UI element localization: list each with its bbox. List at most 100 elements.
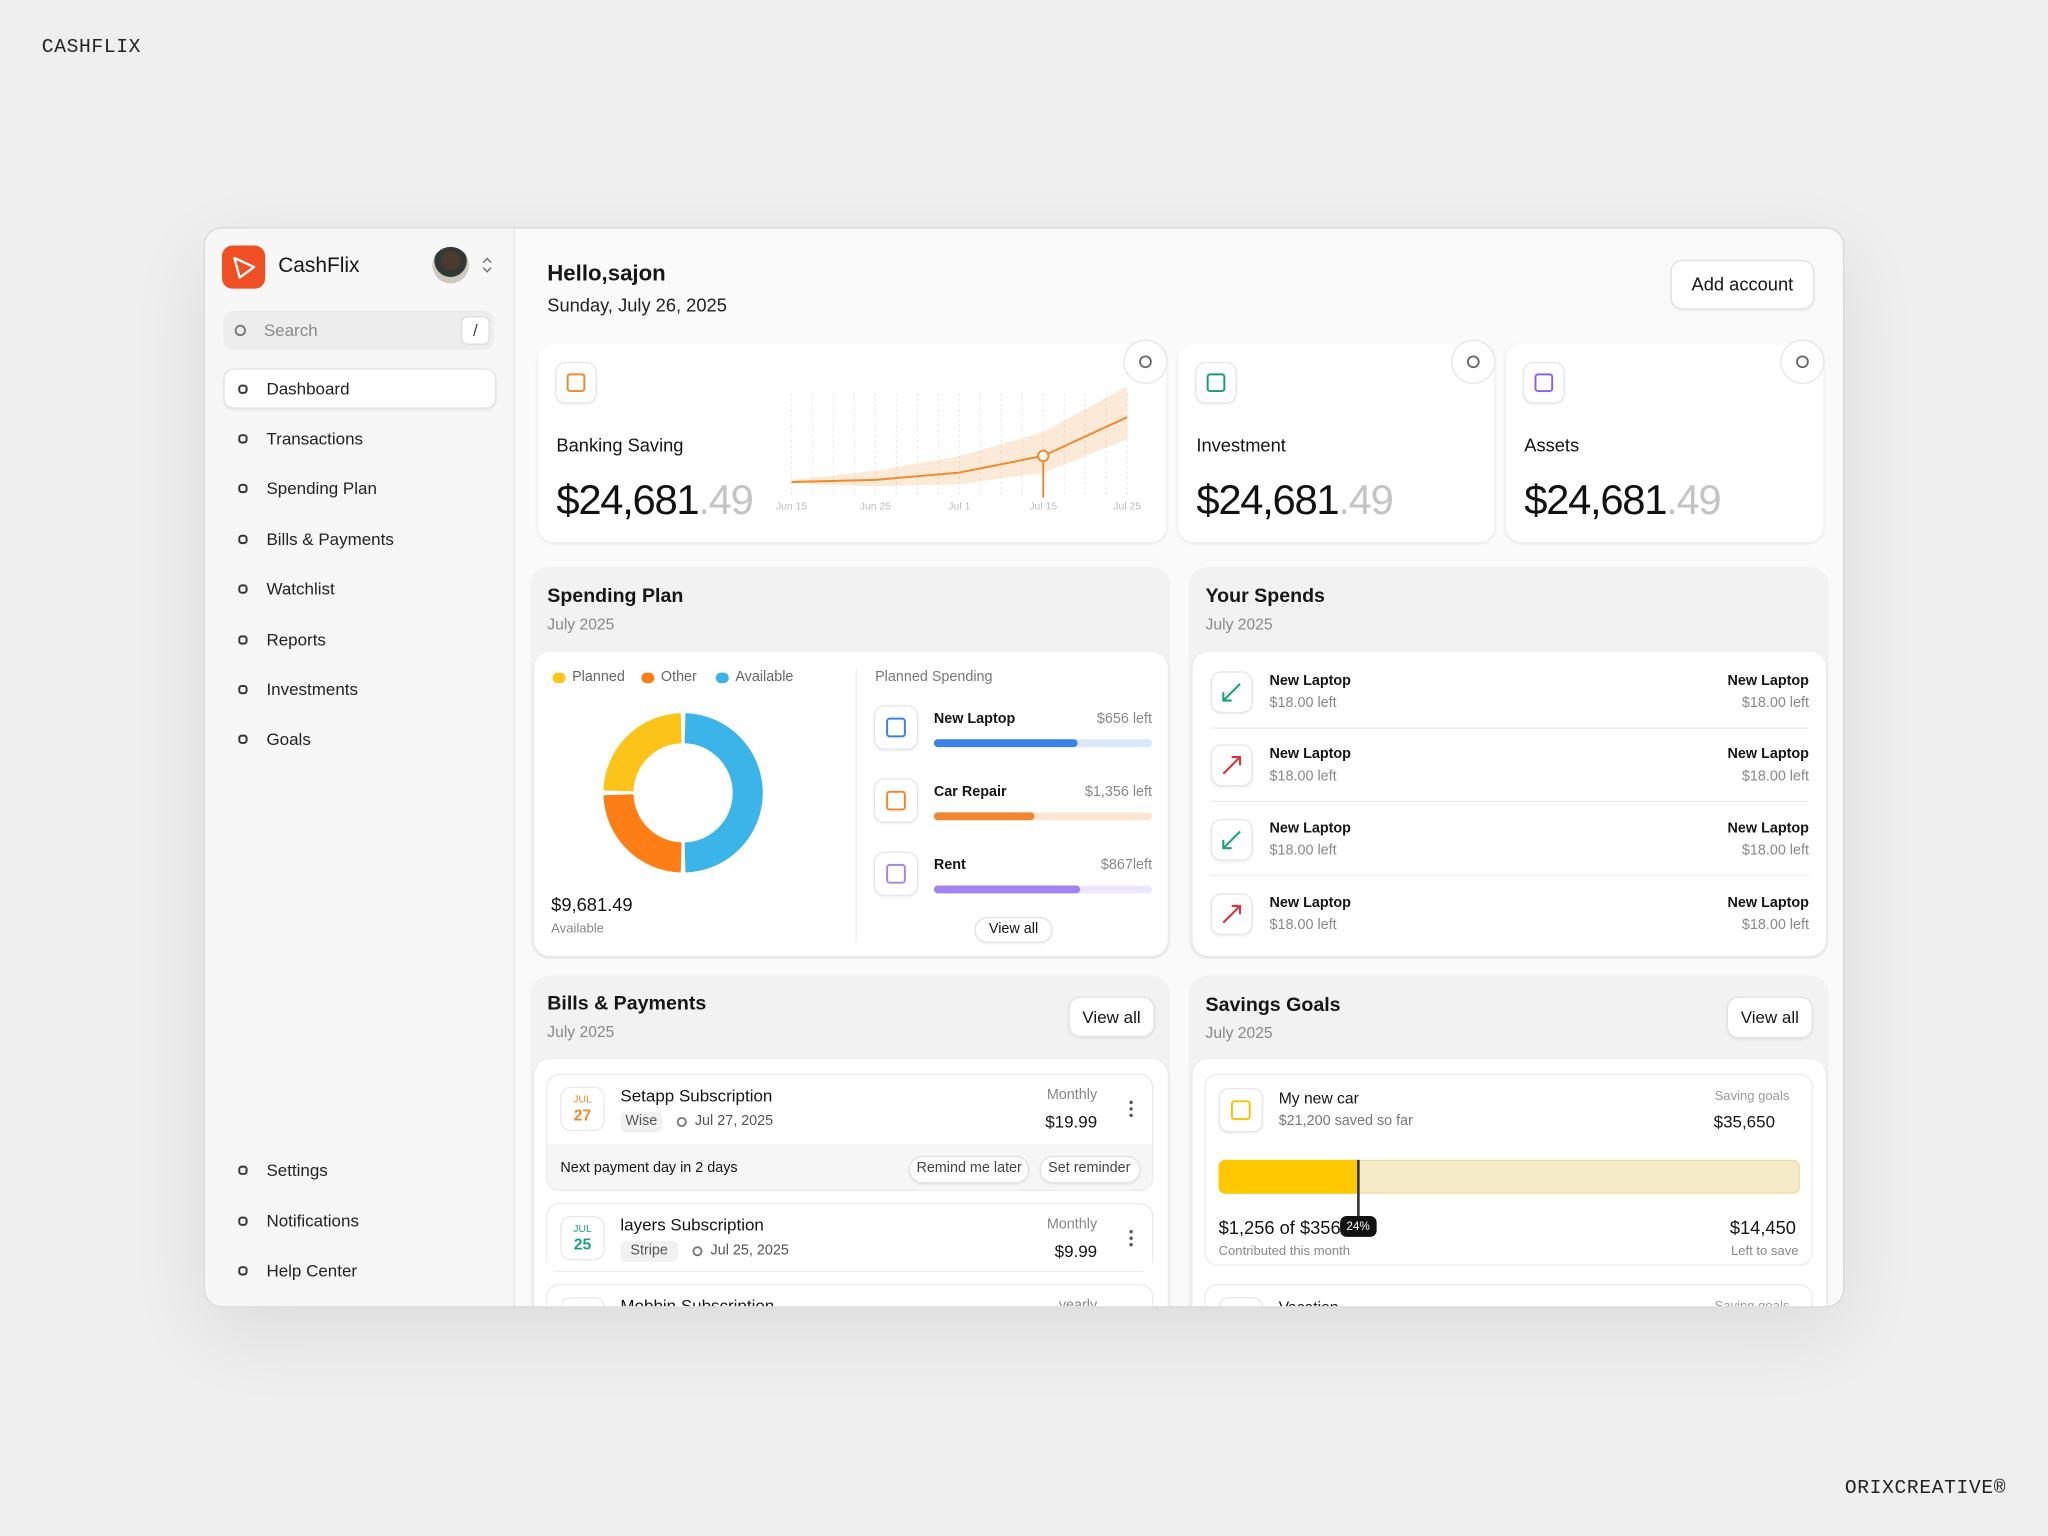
icon <box>238 1165 248 1175</box>
more-button <box>1121 1228 1142 1249</box>
bill-date: Jul 27, 2025 <box>694 1113 774 1130</box>
button-label[interactable]: View all <box>1082 1007 1141 1027</box>
icon <box>1206 373 1226 393</box>
button-label[interactable]: Remind me later <box>916 1160 1022 1177</box>
icon <box>692 1246 703 1257</box>
reminder-button[interactable] <box>1039 1155 1141 1184</box>
icon <box>886 717 906 738</box>
divider <box>1210 800 1809 802</box>
spend-detail: $18.00 left <box>1269 695 1337 712</box>
nav-icon <box>234 580 252 598</box>
icon-shape <box>1129 1100 1133 1118</box>
provider-chip <box>620 1240 678 1262</box>
icon <box>676 1116 687 1127</box>
icon <box>238 384 248 394</box>
item-icon <box>873 778 919 823</box>
button-label[interactable]: View all <box>988 921 1039 938</box>
icon <box>1222 904 1242 924</box>
tooltip-label: 24% <box>1346 1219 1370 1233</box>
nav-active <box>223 368 497 409</box>
nav-item[interactable]: Notifications <box>266 1211 359 1231</box>
nav-item[interactable]: Watchlist <box>266 578 335 599</box>
nav-item[interactable]: Investments <box>266 679 358 700</box>
panel-subtitle: July 2025 <box>547 1022 615 1041</box>
icon-shape <box>238 734 248 744</box>
reminder-button[interactable] <box>909 1155 1030 1184</box>
button-label[interactable]: Add account <box>1691 273 1794 295</box>
button-label[interactable]: View all <box>1740 1007 1799 1027</box>
icon-shape <box>238 434 248 444</box>
view-all-button[interactable] <box>974 916 1053 944</box>
nav-item[interactable]: Bills & Payments <box>266 529 394 549</box>
item-left: $1,356 left <box>1084 784 1152 800</box>
bill-name: Mobbin Subscription <box>620 1295 775 1308</box>
nav-item[interactable]: Spending Plan <box>266 478 377 498</box>
bill-amount: $19.99 <box>1045 1111 1098 1132</box>
bill-frequency: Monthly <box>1046 1087 1098 1103</box>
badge-month: JUL <box>573 1093 592 1106</box>
nav-item[interactable]: Dashboard <box>266 379 350 399</box>
x-tick-label: Jul 25 <box>1113 500 1142 513</box>
search[interactable] <box>223 310 494 351</box>
spend-detail: $18.00 left <box>1741 917 1809 934</box>
spend-name: New Laptop <box>1269 895 1351 911</box>
progress-bar <box>933 812 1035 821</box>
button-label[interactable]: Set reminder <box>1048 1160 1131 1177</box>
icon <box>238 584 248 594</box>
icon-shape <box>886 717 906 738</box>
credit: ORIXCREATIVE® <box>1844 1477 2007 1500</box>
nav-icon <box>234 380 252 398</box>
add-account-button[interactable] <box>1670 259 1815 310</box>
app-canvas: Jun 15 Jun 25 Jul 1 Jul 15 Jul 25 Planned Othe… <box>205 228 1843 1308</box>
bill-main <box>547 1285 1152 1307</box>
card-action[interactable] <box>1780 339 1825 384</box>
progress-bar <box>933 739 1078 748</box>
spend-detail: $18.00 left <box>1741 768 1809 785</box>
nav-item[interactable]: Transactions <box>266 428 364 449</box>
view-all-button[interactable] <box>1726 996 1813 1039</box>
card-icon <box>1195 361 1237 404</box>
card <box>1192 651 1826 957</box>
stat-label: Assets <box>1524 434 1580 456</box>
icon-shape <box>1222 904 1242 924</box>
account-switch <box>477 255 498 276</box>
provider-chip <box>620 1111 663 1133</box>
spend-detail: $18.00 left <box>1269 768 1337 785</box>
nav-item[interactable]: Goals <box>266 729 311 749</box>
icon <box>886 863 906 884</box>
spend-name: New Laptop <box>1727 746 1809 762</box>
nav-item[interactable]: Help Center <box>266 1260 358 1281</box>
icon-shape <box>233 256 256 279</box>
icon-shape <box>238 1165 248 1175</box>
date-badge <box>560 1296 605 1307</box>
icon <box>238 483 248 494</box>
icon <box>238 684 248 695</box>
nav-item[interactable]: Reports <box>266 629 326 650</box>
icon <box>1129 1229 1133 1247</box>
cents: .49 <box>698 476 754 524</box>
x-tick-label: Jul 15 <box>1029 500 1058 513</box>
icon <box>566 373 586 393</box>
item-name: Car Repair <box>933 784 1007 800</box>
bill-date: Jul 25, 2025 <box>710 1242 789 1259</box>
divider <box>855 670 857 942</box>
date-badge <box>560 1086 605 1132</box>
card-action[interactable] <box>1451 339 1496 384</box>
view-all-button[interactable] <box>1068 996 1155 1038</box>
avatar[interactable] <box>432 246 469 284</box>
bill-name: layers Subscription <box>620 1214 764 1235</box>
panel-subtitle: July 2025 <box>547 614 615 634</box>
bill-amount: $9.99 <box>1054 1241 1098 1261</box>
bill-name: Setapp Subscription <box>620 1085 773 1106</box>
badge-day: 25 <box>573 1235 592 1254</box>
progress-track <box>933 812 1152 821</box>
nav-icon <box>234 680 252 698</box>
card-action[interactable] <box>1123 339 1168 384</box>
shortcut-key <box>461 316 490 345</box>
direction-icon <box>1210 818 1253 861</box>
nav-item[interactable]: Settings <box>266 1160 328 1180</box>
provider: Wise <box>625 1113 658 1130</box>
date-badge <box>560 1215 605 1261</box>
